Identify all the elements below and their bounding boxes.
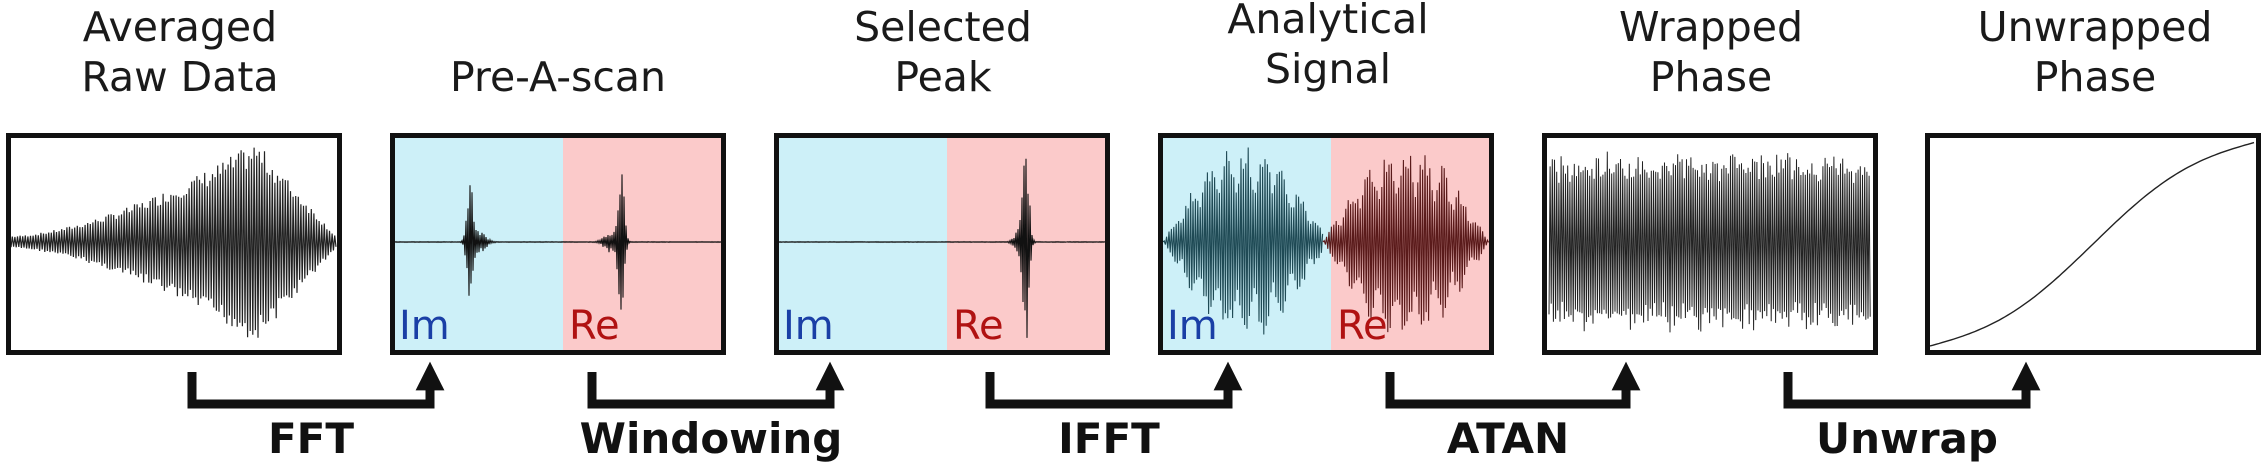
step-label-unwrap: Unwrap — [1816, 414, 1998, 463]
selected-peak-waveform — [779, 158, 1105, 338]
wrapped-phase-waveform — [1548, 151, 1871, 333]
arrow-unwrap — [1783, 361, 2041, 409]
title-wrapped-phase: Wrapped Phase — [1619, 3, 1803, 101]
raw-data-waveform — [11, 147, 337, 338]
re-label: Re — [1337, 303, 1388, 349]
title-pre-a-scan: Pre-A-scan — [449, 53, 667, 101]
unwrapped-phase-curve — [1930, 141, 2255, 347]
title-selected-peak: Selected Peak — [854, 3, 1032, 101]
title-analytical-signal: Analytical Signal — [1227, 0, 1429, 93]
panel-wrapped-phase — [1542, 133, 1878, 355]
step-label-windowing: Windowing — [579, 414, 843, 463]
pre-a-scan-waveform — [395, 174, 721, 310]
title-raw-data: Averaged Raw Data — [81, 3, 279, 101]
arrow-fft — [187, 361, 445, 409]
arrow-atan — [1385, 361, 1641, 409]
re-label: Re — [953, 303, 1004, 349]
title-unwrapped-phase: Unwrapped Phase — [1977, 3, 2213, 101]
arrow-ifft — [985, 361, 1243, 409]
analytical-signal-waveform — [1163, 147, 1489, 335]
panel-analytical-signal: Im Re — [1158, 133, 1494, 355]
im-label: Im — [1167, 303, 1218, 349]
im-label: Im — [399, 303, 450, 349]
arrow-windowing — [587, 361, 845, 409]
re-region — [563, 138, 721, 350]
panel-selected-peak: Im Re — [774, 133, 1110, 355]
step-label-atan: ATAN — [1446, 414, 1570, 463]
panel-unwrapped-phase — [1925, 133, 2261, 355]
im-region — [779, 138, 947, 350]
re-label: Re — [569, 303, 620, 349]
step-label-ifft: IFFT — [1058, 414, 1160, 463]
step-label-fft: FFT — [267, 414, 355, 463]
im-label: Im — [783, 303, 834, 349]
panel-pre-a-scan: Im Re — [390, 133, 726, 355]
panel-raw-data — [6, 133, 342, 355]
